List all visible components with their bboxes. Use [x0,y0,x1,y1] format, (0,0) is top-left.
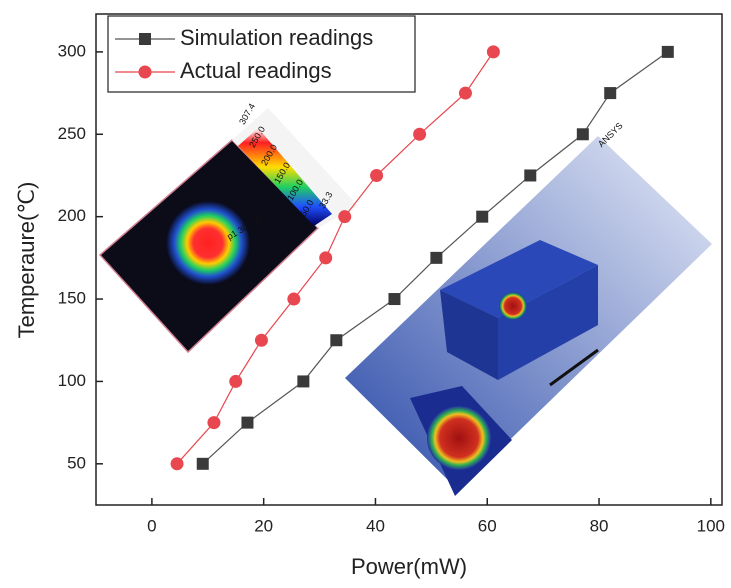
marker [287,293,300,306]
legend-label: Simulation readings [180,25,373,50]
marker [388,293,400,305]
marker [370,169,383,182]
marker [430,252,442,264]
legend-marker [139,66,152,79]
y-tick-label: 150 [58,289,86,308]
marker [413,128,426,141]
marker [338,210,351,223]
marker [459,87,472,100]
marker [297,375,309,387]
marker [604,87,616,99]
marker [229,375,242,388]
x-tick-label: 60 [478,516,497,535]
x-tick-label: 20 [254,516,273,535]
marker [171,457,184,470]
x-tick-label: 100 [697,516,725,535]
marker [255,334,268,347]
marker [319,251,332,264]
marker [330,334,342,346]
legend-label: Actual readings [180,58,332,83]
marker [577,128,589,140]
y-axis-label: Temperaure(℃) [14,182,39,339]
y-tick-label: 50 [67,453,86,472]
x-tick-label: 0 [147,516,156,535]
marker [207,416,220,429]
x-tick-label: 40 [366,516,385,535]
marker [197,458,209,470]
marker [487,45,500,58]
block-spot [499,292,527,320]
chart: 307.4250.0200.0150.0100.050.033.3p1 307.… [0,0,731,588]
disc [427,406,491,470]
marker [476,211,488,223]
x-axis-label: Power(mW) [351,554,467,579]
x-tick-label: 80 [590,516,609,535]
marker [662,46,674,58]
legend-marker [139,33,151,45]
y-tick-label: 250 [58,124,86,143]
y-tick-label: 300 [58,41,86,60]
marker [524,169,536,181]
inset-label: ANSYS [596,120,625,149]
hot-spot [166,201,250,285]
y-tick-label: 200 [58,206,86,225]
y-tick-label: 100 [58,371,86,390]
marker [241,417,253,429]
